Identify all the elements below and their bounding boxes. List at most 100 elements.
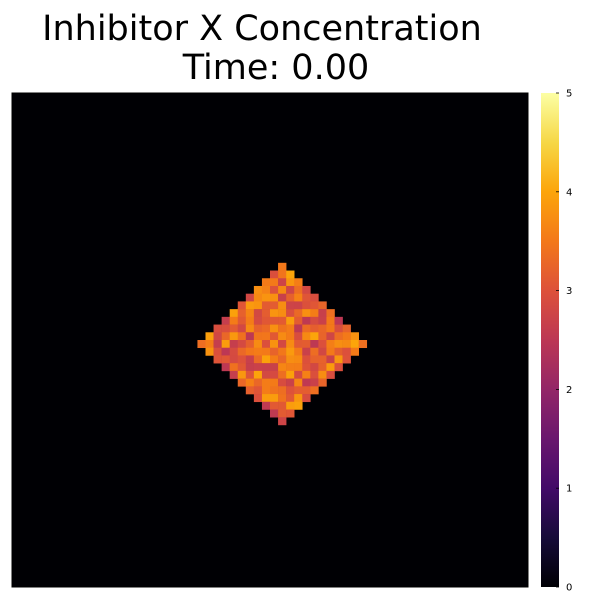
heatmap-cell <box>326 370 335 379</box>
heatmap-cell <box>286 278 295 287</box>
heatmap-cell <box>270 347 279 356</box>
heatmap-cell <box>253 363 263 372</box>
heatmap-cell <box>261 394 271 403</box>
heatmap-cell <box>286 301 295 310</box>
heatmap-cell <box>326 324 335 333</box>
heatmap-cell <box>286 378 295 387</box>
heatmap-cell <box>334 347 343 356</box>
heatmap-cell <box>310 293 319 302</box>
heatmap-cell <box>261 355 271 364</box>
heatmap-cell <box>342 347 351 356</box>
heatmap-cell <box>302 378 311 387</box>
heatmap-cell <box>278 316 287 325</box>
heatmap-cell <box>253 378 263 387</box>
heatmap-cell <box>245 324 255 333</box>
heatmap-cell <box>205 332 214 341</box>
heatmap-cell <box>245 347 255 356</box>
heatmap-cell <box>318 340 327 349</box>
heatmap-cell <box>302 363 311 372</box>
heatmap-cell <box>261 347 271 356</box>
heatmap-cell <box>334 324 343 333</box>
heatmap-cell <box>310 301 319 310</box>
heatmap-cell <box>245 309 255 318</box>
heatmap-cell <box>318 324 327 333</box>
heatmap-cell <box>350 340 359 349</box>
heatmap-cell <box>302 332 311 341</box>
colorbar-tick-label: 1 <box>566 484 572 495</box>
heatmap-cell <box>286 270 295 279</box>
heatmap-cell <box>253 394 263 403</box>
heatmap-cell <box>302 309 311 318</box>
heatmap-cell <box>286 401 295 410</box>
heatmap-cell <box>270 363 279 372</box>
heatmap-cell <box>205 340 214 349</box>
heatmap-cell <box>358 340 368 349</box>
heatmap-cell <box>310 309 319 318</box>
heatmap-cell <box>253 301 263 310</box>
heatmap-cell <box>326 355 335 364</box>
heatmap-cell <box>286 316 295 325</box>
heatmap-cell <box>278 378 287 387</box>
heatmap-cell <box>318 301 327 310</box>
heatmap-cell <box>270 340 279 349</box>
colorbar-tick-label: 4 <box>566 187 572 198</box>
heatmap-cell <box>237 370 247 379</box>
heatmap-cell <box>310 340 319 349</box>
heatmap-cell <box>237 347 247 356</box>
heatmap-cell <box>261 309 271 318</box>
heatmap-cell <box>270 355 279 364</box>
heatmap-cell <box>245 340 255 349</box>
heatmap-cell <box>253 309 263 318</box>
heatmap-cell <box>302 355 311 364</box>
heatmap-cell <box>294 401 303 410</box>
heatmap-cell <box>205 347 214 356</box>
heatmap-cell <box>326 316 335 325</box>
heatmap-cell <box>237 316 247 325</box>
heatmap-cell <box>294 386 303 395</box>
heatmap-cell <box>302 370 311 379</box>
heatmap-cell <box>253 386 263 395</box>
heatmap-cell <box>229 370 239 379</box>
heatmap-cell <box>318 370 327 379</box>
heatmap-cell <box>286 394 295 403</box>
heatmap-cell <box>270 394 279 403</box>
heatmap-cell <box>278 363 287 372</box>
heatmap-cell <box>261 363 271 372</box>
heatmap-cell <box>253 324 263 333</box>
heatmap-cell <box>270 378 279 387</box>
heatmap-cell <box>221 332 230 341</box>
heatmap-cell <box>270 309 279 318</box>
heatmap-cell <box>221 340 230 349</box>
heatmap-cell <box>334 340 343 349</box>
heatmap-cell <box>302 394 311 403</box>
heatmap-cell <box>261 293 271 302</box>
heatmap-cell <box>294 285 303 294</box>
heatmap-cell <box>229 309 239 318</box>
colorbar-ticks: 0 1 2 3 4 5 <box>556 89 572 594</box>
heatmap-cell <box>270 285 279 294</box>
heatmap-cell <box>286 355 295 364</box>
heatmap-cell <box>261 324 271 333</box>
heatmap-cell <box>302 285 311 294</box>
colorbar-gradient <box>541 93 559 587</box>
heatmap-cell <box>229 316 239 325</box>
heatmap-cell <box>342 355 351 364</box>
heatmap-cell <box>270 301 279 310</box>
heatmap-cell <box>245 363 255 372</box>
heatmap-cell <box>253 340 263 349</box>
heatmap-cell <box>318 316 327 325</box>
heatmap-cell <box>302 340 311 349</box>
heatmap-cell <box>310 370 319 379</box>
heatmap-cell <box>278 370 287 379</box>
heatmap-cell <box>270 370 279 379</box>
heatmap-cell <box>334 355 343 364</box>
heatmap-cell <box>245 386 255 395</box>
heatmap-cell <box>286 363 295 372</box>
heatmap-cell <box>278 394 287 403</box>
heatmap-cell <box>310 332 319 341</box>
heatmap-cell <box>229 340 239 349</box>
heatmap-cell <box>334 316 343 325</box>
heatmap-cell <box>278 309 287 318</box>
heatmap-cell <box>326 347 335 356</box>
heatmap-cell <box>326 340 335 349</box>
